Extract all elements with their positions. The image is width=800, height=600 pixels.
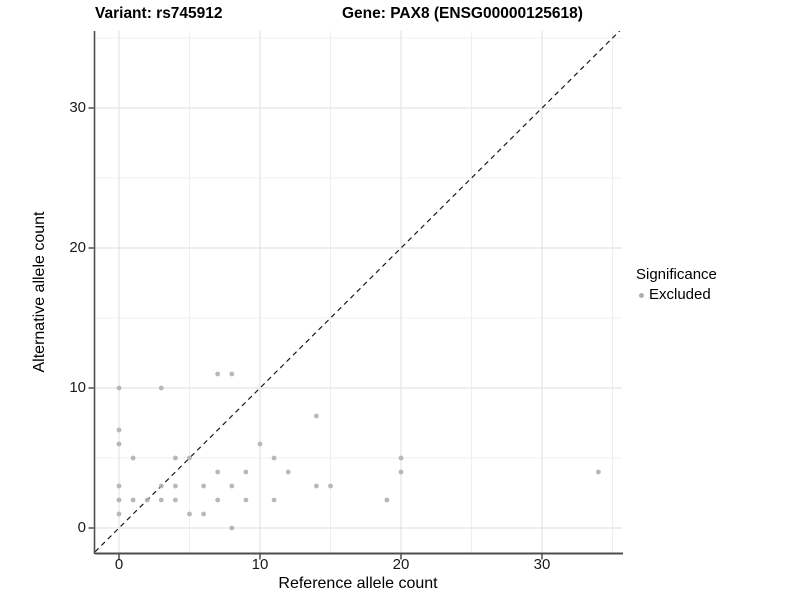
y-tick-label: 0 bbox=[77, 519, 86, 536]
data-point bbox=[314, 413, 319, 419]
data-point bbox=[243, 469, 249, 475]
legend-point-icon bbox=[639, 292, 644, 298]
data-point bbox=[144, 497, 150, 503]
data-point bbox=[158, 483, 164, 489]
data-point bbox=[229, 483, 235, 489]
y-tick-label: 20 bbox=[69, 239, 86, 256]
legend-title: Significance bbox=[636, 266, 717, 283]
data-point bbox=[187, 511, 192, 517]
data-point bbox=[116, 441, 122, 447]
data-point bbox=[158, 385, 164, 391]
data-point bbox=[173, 483, 178, 489]
data-point bbox=[243, 497, 249, 503]
legend-item-label: Excluded bbox=[649, 286, 711, 303]
data-point bbox=[398, 469, 404, 475]
data-point bbox=[596, 469, 601, 475]
x-axis-title: Reference allele count bbox=[278, 575, 438, 592]
data-point bbox=[314, 483, 319, 489]
data-point bbox=[116, 511, 122, 517]
data-point bbox=[384, 497, 390, 503]
data-point bbox=[229, 371, 235, 377]
data-point bbox=[257, 441, 263, 447]
data-point bbox=[271, 455, 277, 461]
legend-item-excluded: Excluded bbox=[639, 285, 717, 305]
data-point bbox=[130, 497, 136, 503]
data-point bbox=[130, 455, 136, 461]
data-point bbox=[215, 371, 221, 377]
y-tick-label: 30 bbox=[69, 99, 86, 116]
data-point bbox=[158, 497, 164, 503]
x-tick-label: 0 bbox=[114, 556, 124, 573]
identity-line bbox=[95, 31, 621, 553]
y-axis-title: Alternative allele count bbox=[31, 211, 48, 373]
data-point bbox=[215, 469, 221, 475]
data-point bbox=[285, 469, 291, 475]
x-tick-label: 30 bbox=[533, 556, 551, 573]
data-point bbox=[116, 497, 122, 503]
x-tick-label: 20 bbox=[392, 556, 410, 573]
data-point bbox=[271, 497, 277, 503]
data-point bbox=[328, 483, 333, 489]
data-point bbox=[229, 525, 235, 531]
data-point bbox=[116, 427, 122, 433]
data-point bbox=[116, 385, 122, 391]
data-point bbox=[187, 455, 192, 461]
data-point bbox=[173, 455, 178, 461]
data-point bbox=[201, 511, 207, 517]
legend: Significance Excluded bbox=[636, 265, 717, 305]
data-point bbox=[398, 455, 404, 461]
data-point bbox=[173, 497, 178, 503]
y-tick-label: 10 bbox=[69, 379, 86, 396]
plot-title-variant: Variant: rs745912 bbox=[95, 5, 223, 22]
plot-title-gene: Gene: PAX8 (ENSG00000125618) bbox=[342, 5, 583, 22]
x-tick-label: 10 bbox=[251, 556, 269, 573]
data-point bbox=[201, 483, 207, 489]
data-point bbox=[116, 483, 122, 489]
data-point bbox=[215, 497, 221, 503]
